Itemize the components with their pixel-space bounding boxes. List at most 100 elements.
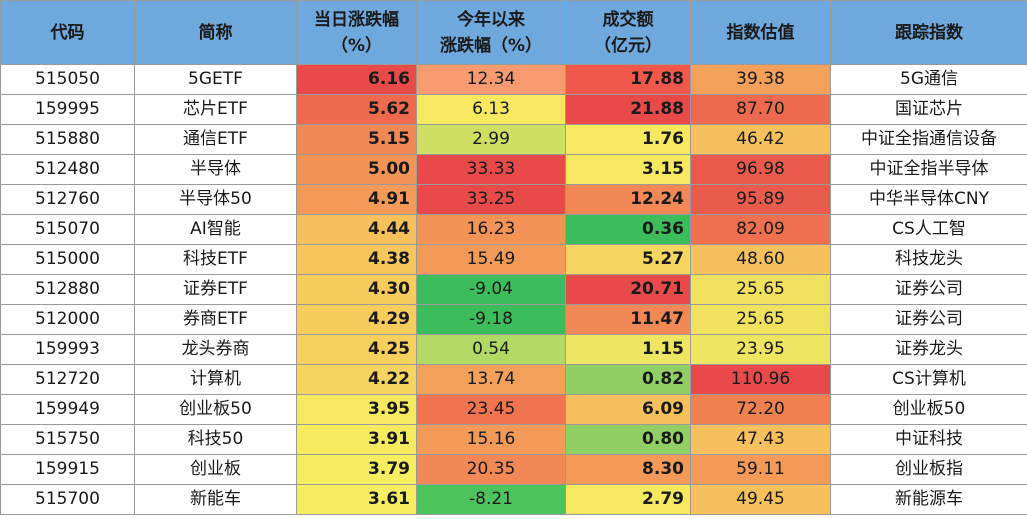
code-cell: 512480: [0, 154, 135, 185]
valuation-cell: 87.70: [690, 94, 831, 125]
volume-cell: 2.79: [565, 484, 691, 515]
table-row: 512880 证券ETF 4.30 -9.04 20.71 25.65 证券公司: [0, 274, 1027, 305]
tracking-index-cell: 中证全指半导体: [830, 154, 1027, 185]
valuation-cell: 25.65: [690, 274, 831, 305]
valuation-cell: 49.45: [690, 484, 831, 515]
daily-change-cell: 4.29: [296, 304, 417, 335]
volume-cell: 0.36: [565, 214, 691, 245]
table-row: 515070 AI智能 4.44 16.23 0.36 82.09 CS人工智: [0, 214, 1027, 245]
header-volume-line1: 成交额: [602, 9, 654, 30]
volume-cell: 8.30: [565, 454, 691, 485]
code-cell: 515000: [0, 244, 135, 275]
daily-change-cell: 3.79: [296, 454, 417, 485]
valuation-cell: 47.43: [690, 424, 831, 455]
ytd-change-cell: 2.99: [416, 124, 566, 155]
table-row: 515880 通信ETF 5.15 2.99 1.76 46.42 中证全指通信设备: [0, 124, 1027, 155]
table-row: 512000 券商ETF 4.29 -9.18 11.47 25.65 证券公司: [0, 304, 1027, 335]
valuation-cell: 46.42: [690, 124, 831, 155]
code-cell: 159949: [0, 394, 135, 425]
volume-cell: 21.88: [565, 94, 691, 125]
code-cell: 159915: [0, 454, 135, 485]
table-row: 159995 芯片ETF 5.62 6.13 21.88 87.70 国证芯片: [0, 94, 1027, 125]
daily-change-cell: 4.25: [296, 334, 417, 365]
header-volume: 成交额 （亿元）: [565, 0, 691, 65]
header-daily-change: 当日涨跌幅 （%）: [296, 0, 417, 65]
ytd-change-cell: 12.34: [416, 64, 566, 95]
code-cell: 512760: [0, 184, 135, 215]
tracking-index-cell: 证券公司: [830, 274, 1027, 305]
daily-change-cell: 4.38: [296, 244, 417, 275]
table-row: 512760 半导体50 4.91 33.25 12.24 95.89 中华半导体CNY: [0, 184, 1027, 215]
name-cell: 科技50: [134, 424, 297, 455]
ytd-change-cell: 33.33: [416, 154, 566, 185]
daily-change-cell: 4.30: [296, 274, 417, 305]
volume-cell: 11.47: [565, 304, 691, 335]
table-row: 159915 创业板 3.79 20.35 8.30 59.11 创业板指: [0, 454, 1027, 485]
tracking-index-cell: 证券公司: [830, 304, 1027, 335]
ytd-change-cell: 15.49: [416, 244, 566, 275]
code-cell: 515880: [0, 124, 135, 155]
valuation-cell: 59.11: [690, 454, 831, 485]
volume-cell: 20.71: [565, 274, 691, 305]
tracking-index-cell: 中证全指通信设备: [830, 124, 1027, 155]
volume-cell: 1.15: [565, 334, 691, 365]
name-cell: 半导体50: [134, 184, 297, 215]
table-row: 515000 科技ETF 4.38 15.49 5.27 48.60 科技龙头: [0, 244, 1027, 275]
tracking-index-cell: 证券龙头: [830, 334, 1027, 365]
daily-change-cell: 4.91: [296, 184, 417, 215]
header-valuation: 指数估值: [690, 0, 831, 65]
valuation-cell: 48.60: [690, 244, 831, 275]
header-volume-line2: （亿元）: [594, 35, 662, 56]
name-cell: 创业板: [134, 454, 297, 485]
code-cell: 512720: [0, 364, 135, 395]
tracking-index-cell: 新能源车: [830, 484, 1027, 515]
ytd-change-cell: 20.35: [416, 454, 566, 485]
header-ytd-change: 今年以来 涨跌幅（%）: [416, 0, 566, 65]
header-code: 代码: [0, 0, 135, 65]
table-row: 159949 创业板50 3.95 23.45 6.09 72.20 创业板50: [0, 394, 1027, 425]
ytd-change-cell: 16.23: [416, 214, 566, 245]
name-cell: 证券ETF: [134, 274, 297, 305]
ytd-change-cell: -9.18: [416, 304, 566, 335]
ytd-change-cell: 15.16: [416, 424, 566, 455]
daily-change-cell: 5.15: [296, 124, 417, 155]
tracking-index-cell: 国证芯片: [830, 94, 1027, 125]
tracking-index-cell: 5G通信: [830, 64, 1027, 95]
daily-change-cell: 4.44: [296, 214, 417, 245]
valuation-cell: 96.98: [690, 154, 831, 185]
daily-change-cell: 5.62: [296, 94, 417, 125]
code-cell: 515700: [0, 484, 135, 515]
header-daily-change-line2: （%）: [330, 35, 383, 56]
ytd-change-cell: 6.13: [416, 94, 566, 125]
header-tracking-index: 跟踪指数: [830, 0, 1027, 65]
table-row: 515750 科技50 3.91 15.16 0.80 47.43 中证科技: [0, 424, 1027, 455]
code-cell: 512880: [0, 274, 135, 305]
daily-change-cell: 3.61: [296, 484, 417, 515]
valuation-cell: 110.96: [690, 364, 831, 395]
volume-cell: 0.82: [565, 364, 691, 395]
code-cell: 512000: [0, 304, 135, 335]
tracking-index-cell: 创业板指: [830, 454, 1027, 485]
name-cell: 通信ETF: [134, 124, 297, 155]
volume-cell: 12.24: [565, 184, 691, 215]
code-cell: 515750: [0, 424, 135, 455]
volume-cell: 0.80: [565, 424, 691, 455]
daily-change-cell: 4.22: [296, 364, 417, 395]
ytd-change-cell: 13.74: [416, 364, 566, 395]
name-cell: 芯片ETF: [134, 94, 297, 125]
tracking-index-cell: 创业板50: [830, 394, 1027, 425]
volume-cell: 1.76: [565, 124, 691, 155]
table-row: 512720 计算机 4.22 13.74 0.82 110.96 CS计算机: [0, 364, 1027, 395]
ytd-change-cell: -8.21: [416, 484, 566, 515]
volume-cell: 6.09: [565, 394, 691, 425]
valuation-cell: 82.09: [690, 214, 831, 245]
name-cell: 新能车: [134, 484, 297, 515]
valuation-cell: 25.65: [690, 304, 831, 335]
volume-cell: 5.27: [565, 244, 691, 275]
table-row: 159993 龙头券商 4.25 0.54 1.15 23.95 证券龙头: [0, 334, 1027, 365]
name-cell: 龙头券商: [134, 334, 297, 365]
tracking-index-cell: 中证科技: [830, 424, 1027, 455]
code-cell: 159995: [0, 94, 135, 125]
ytd-change-cell: 23.45: [416, 394, 566, 425]
